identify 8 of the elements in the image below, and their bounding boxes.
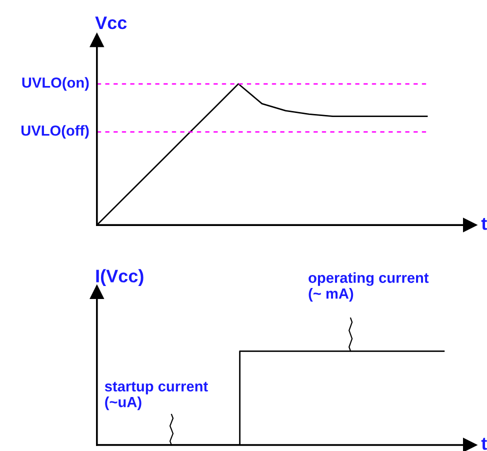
ref-line-label: UVLO(off) [21,125,89,139]
ref-line-label: UVLO(on) [22,77,89,91]
y-axis-title: I(Vcc) [96,269,144,286]
x-axis-title: t [481,438,487,450]
y-axis-title: Vcc [95,16,127,30]
annotation: startup current (~uA) [104,382,208,410]
x-axis-title: t [481,218,487,230]
text: operating current (~ mA) [308,272,429,302]
